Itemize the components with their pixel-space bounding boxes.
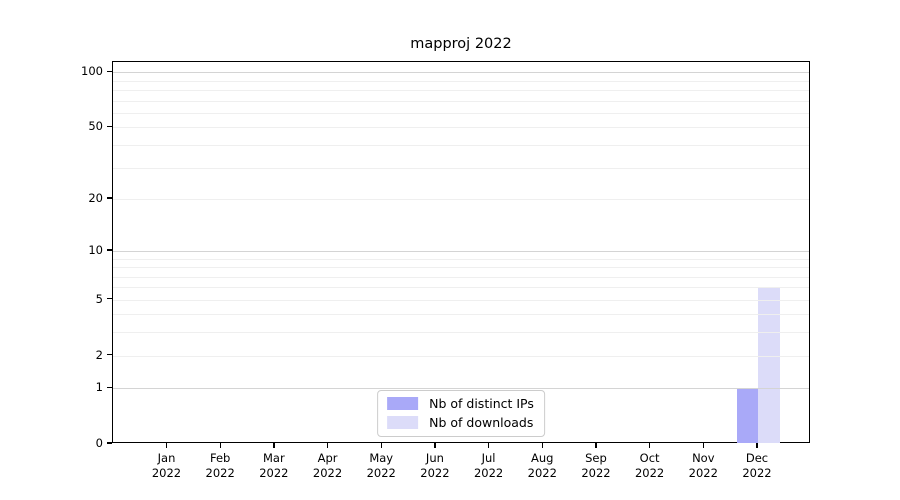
y-tick-label-10: 10 [88, 242, 103, 257]
legend-swatch-downloads [387, 416, 419, 429]
x-tick-mark-may-2022 [380, 443, 382, 448]
x-tick-label-feb-2022: Feb 2022 [205, 451, 235, 480]
y-tick-label-2: 2 [95, 347, 103, 362]
legend-swatch-distinct-ips [387, 397, 419, 410]
gridline-minor-5 [113, 299, 809, 301]
x-tick-mark-nov-2022 [702, 443, 704, 448]
legend-label-distinct-ips: Nb of distinct IPs [429, 396, 534, 411]
legend-item-distinct-ips: Nb of distinct IPs [387, 396, 534, 411]
x-tick-label-nov-2022: Nov 2022 [688, 451, 718, 480]
legend: Nb of distinct IPs Nb of downloads [377, 390, 545, 437]
x-tick-mark-feb-2022 [219, 443, 221, 448]
x-tick-label-dec-2022: Dec 2022 [742, 451, 772, 480]
gridline-minor-8 [113, 267, 809, 269]
plot-area: Nb of distinct IPs Nb of downloads [112, 61, 810, 443]
y-tick-label-1: 1 [95, 380, 103, 395]
y-tick-label-0: 0 [95, 436, 103, 450]
x-tick-mark-oct-2022 [648, 443, 651, 448]
x-tick-label-sep-2022: Sep 2022 [581, 451, 611, 480]
x-tick-label-may-2022: May 2022 [366, 451, 396, 480]
x-tick-mark-apr-2022 [326, 443, 329, 448]
gridline-minor-3 [113, 332, 809, 334]
legend-label-downloads: Nb of downloads [429, 415, 534, 430]
gridline-minor-20 [113, 198, 809, 200]
x-tick-mark-sep-2022 [595, 443, 597, 448]
x-tick-mark-dec-2022 [756, 443, 758, 448]
gridline-minor-70 [113, 100, 809, 102]
gridline-minor-2 [113, 355, 809, 357]
x-tick-label-jul-2022: Jul 2022 [473, 451, 504, 480]
y-tick-mark-1 [107, 386, 112, 388]
gridline-minor-90 [113, 80, 809, 82]
y-tick-mark-20 [107, 197, 112, 199]
y-tick-mark-2 [107, 353, 112, 356]
y-tick-mark-50 [107, 125, 112, 128]
gridline-minor-60 [113, 113, 809, 115]
gridline-major-1 [113, 388, 809, 390]
y-tick-label-100: 100 [81, 64, 103, 79]
x-tick-mark-jul-2022 [487, 443, 490, 448]
x-tick-mark-jun-2022 [434, 443, 436, 448]
x-tick-label-jan-2022: Jan 2022 [151, 451, 182, 480]
bar-dec-2022-series-0 [736, 388, 758, 443]
gridline-minor-80 [113, 90, 809, 92]
gridline-minor-4 [113, 314, 809, 316]
x-tick-label-apr-2022: Apr 2022 [312, 451, 343, 480]
y-tick-label-5: 5 [95, 291, 103, 306]
gridline-minor-40 [113, 145, 809, 147]
y-tick-mark-0 [107, 442, 112, 444]
gridline-minor-50 [113, 127, 809, 129]
x-tick-label-mar-2022: Mar 2022 [259, 451, 289, 480]
gridline-minor-6 [113, 287, 809, 289]
bar-dec-2022-series-1 [758, 287, 780, 443]
y-tick-label-50: 50 [88, 119, 103, 134]
x-tick-mark-mar-2022 [273, 443, 275, 448]
x-tick-label-aug-2022: Aug 2022 [527, 451, 557, 480]
legend-item-downloads: Nb of downloads [387, 415, 534, 430]
gridline-major-100 [113, 72, 809, 74]
y-tick-mark-5 [107, 298, 112, 300]
gridline-minor-7 [113, 276, 809, 278]
gridline-minor-9 [113, 258, 809, 260]
gridline-minor-30 [113, 167, 809, 169]
y-tick-mark-100 [107, 70, 112, 73]
x-tick-mark-jan-2022 [165, 443, 168, 448]
chart-title: mapproj 2022 [410, 36, 512, 52]
x-tick-label-jun-2022: Jun 2022 [420, 451, 450, 480]
x-tick-label-oct-2022: Oct 2022 [634, 451, 665, 480]
x-tick-mark-aug-2022 [541, 443, 543, 448]
gridline-major-10 [113, 250, 809, 252]
y-tick-label-20: 20 [88, 190, 103, 205]
y-tick-mark-10 [107, 249, 112, 251]
